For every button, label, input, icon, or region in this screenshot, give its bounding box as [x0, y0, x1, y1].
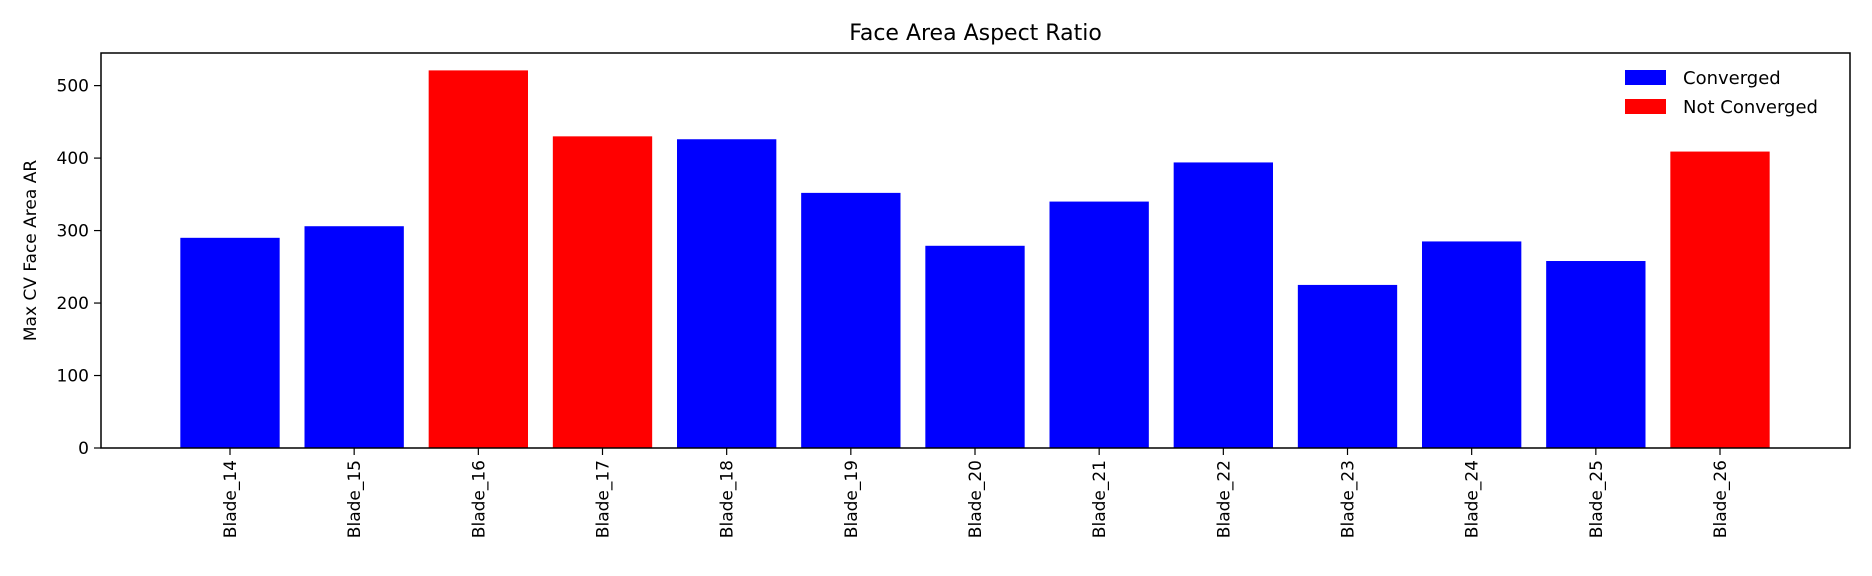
y-tick-label: 100: [57, 367, 89, 387]
x-tick-label: Blade_14: [221, 460, 241, 538]
x-tick-label: Blade_24: [1463, 460, 1483, 538]
x-tick-label: Blade_26: [1711, 460, 1731, 538]
bar-blade-14: [180, 237, 280, 448]
bars-layer: [180, 70, 1770, 449]
legend-label-not-converged: Not Converged: [1683, 97, 1818, 118]
x-tick-label: Blade_16: [469, 460, 489, 538]
legend-label-converged: Converged: [1683, 68, 1781, 89]
bar-blade-22: [1173, 162, 1273, 448]
bar-blade-24: [1422, 241, 1522, 448]
bar-blade-15: [304, 226, 404, 448]
y-tick-label: 300: [57, 222, 89, 242]
x-tick-label: Blade_22: [1214, 460, 1234, 538]
bar-blade-21: [1049, 201, 1149, 448]
legend: Converged Not Converged: [1625, 68, 1818, 118]
y-tick-label: 200: [57, 294, 89, 314]
bar-blade-16: [428, 70, 528, 448]
chart-title: Face Area Aspect Ratio: [849, 21, 1102, 46]
bar-blade-17: [552, 136, 653, 448]
y-tick-label: 0: [78, 439, 89, 459]
x-tick-label: Blade_19: [842, 460, 862, 538]
bar-blade-18: [677, 139, 777, 448]
bar-blade-19: [801, 192, 901, 448]
bar-blade-20: [925, 245, 1025, 448]
x-tick-label: Blade_21: [1090, 460, 1110, 538]
x-tick-label: Blade_18: [718, 460, 738, 538]
x-tick-label: Blade_15: [345, 460, 365, 538]
bar-blade-25: [1546, 261, 1646, 448]
bar-blade-26: [1670, 151, 1770, 449]
x-tick-label: Blade_23: [1339, 460, 1359, 538]
x-tick-label: Blade_20: [966, 460, 986, 538]
x-tick-label: Blade_17: [594, 460, 614, 538]
legend-swatch-not-converged: [1625, 99, 1666, 114]
bar-blade-23: [1297, 284, 1398, 448]
y-axis: 0 100 200 300 400 500: [57, 77, 101, 459]
y-tick-label: 500: [57, 77, 89, 97]
plot-frame: [100, 52, 1851, 449]
y-tick-label: 400: [57, 149, 89, 169]
y-axis-label: Max CV Face Area AR: [21, 160, 41, 341]
x-axis: Blade_14 Blade_15 Blade_16 Blade_17 Blade_18…: [221, 448, 1731, 538]
x-tick-label: Blade_25: [1587, 460, 1607, 538]
legend-swatch-converged: [1625, 70, 1666, 85]
